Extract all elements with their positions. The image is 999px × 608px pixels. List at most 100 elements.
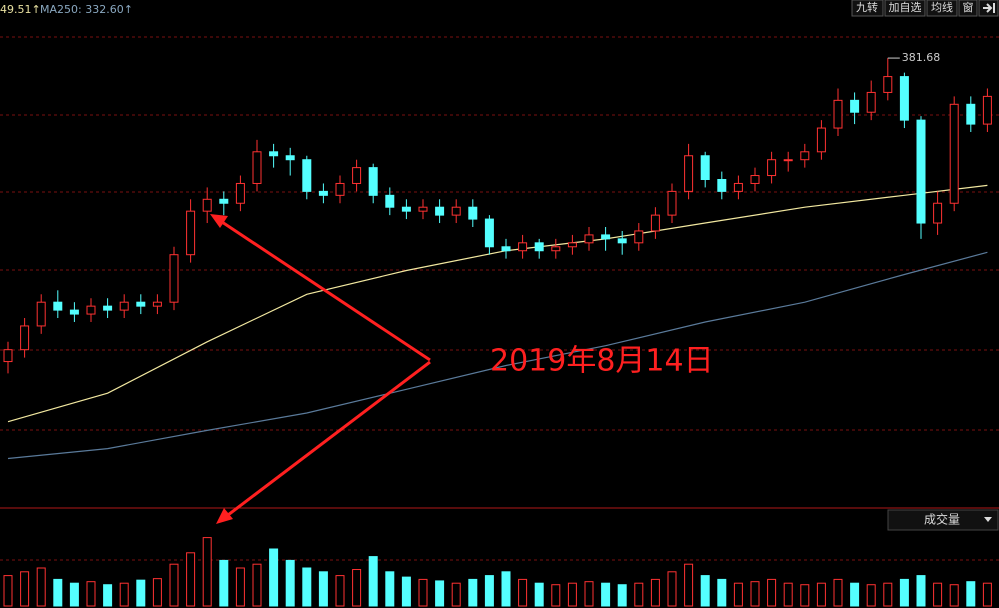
candle-body bbox=[883, 76, 893, 93]
candle-body bbox=[916, 119, 926, 224]
candle-body bbox=[269, 151, 279, 157]
candle-body bbox=[534, 242, 544, 252]
button[interactable] bbox=[958, 0, 978, 17]
volume-bar bbox=[733, 582, 743, 607]
button-label[interactable]: 九转 bbox=[856, 0, 878, 14]
volume-bar bbox=[634, 582, 644, 607]
candle-body bbox=[435, 206, 445, 216]
volume-bar bbox=[86, 581, 96, 607]
button-label[interactable]: 均线 bbox=[931, 0, 953, 14]
candle-body bbox=[899, 76, 909, 121]
volume-bar bbox=[850, 582, 860, 607]
volume-bar bbox=[152, 578, 162, 607]
candle-body bbox=[933, 202, 943, 224]
button[interactable] bbox=[851, 0, 884, 17]
volume-bar bbox=[53, 578, 63, 607]
volume-bar bbox=[584, 581, 594, 607]
button-label[interactable]: 加自选 bbox=[889, 1, 922, 14]
volume-bar bbox=[949, 584, 959, 607]
button[interactable] bbox=[926, 0, 958, 17]
candle-body bbox=[285, 155, 295, 161]
candle-body bbox=[634, 230, 644, 244]
candle-body bbox=[717, 179, 727, 192]
candle-body bbox=[368, 167, 378, 196]
button[interactable] bbox=[884, 0, 926, 17]
volume-selector[interactable] bbox=[887, 509, 999, 531]
volume-bar bbox=[800, 584, 810, 607]
candle-body bbox=[20, 325, 30, 351]
arrow bbox=[227, 360, 431, 517]
button-label[interactable]: 窗 bbox=[963, 0, 974, 14]
volume-bar bbox=[501, 571, 511, 607]
volume-bar bbox=[252, 563, 262, 607]
volume-bar bbox=[833, 578, 843, 607]
peak-label: 381.68 bbox=[902, 51, 941, 64]
candle-body bbox=[966, 103, 976, 125]
candle-body bbox=[136, 301, 146, 307]
ma250-readout: MA250: 332.60↑ bbox=[40, 3, 133, 16]
volume-bar bbox=[966, 581, 976, 607]
candle-body bbox=[186, 210, 196, 256]
candle-body bbox=[302, 159, 312, 192]
volume-bar bbox=[650, 578, 660, 607]
volume-bar bbox=[816, 582, 826, 607]
candle-body bbox=[335, 182, 345, 196]
candle-body bbox=[667, 190, 677, 216]
volume-bar bbox=[202, 537, 212, 607]
candle-body bbox=[700, 155, 710, 181]
volume-bar bbox=[601, 582, 611, 607]
arrow-head bbox=[216, 508, 233, 524]
candle-body bbox=[169, 254, 179, 303]
candle-body bbox=[119, 301, 129, 311]
volume-label[interactable]: 成交量 bbox=[924, 512, 960, 527]
volume-bar bbox=[451, 582, 461, 607]
dropdown-icon[interactable] bbox=[984, 517, 992, 522]
volume-bar bbox=[700, 575, 710, 607]
volume-bar bbox=[899, 578, 909, 607]
candle-body bbox=[352, 167, 362, 184]
candle-body bbox=[501, 246, 511, 252]
volume-bar bbox=[684, 563, 694, 607]
arrow-head bbox=[210, 214, 228, 228]
volume-bar bbox=[385, 571, 395, 607]
candle-body bbox=[567, 242, 577, 248]
candle-body bbox=[202, 198, 212, 212]
volume-bar bbox=[285, 559, 295, 607]
candle-body bbox=[551, 246, 561, 252]
candle-body bbox=[684, 155, 694, 192]
candle-body bbox=[484, 218, 494, 248]
candle-body bbox=[767, 159, 777, 177]
volume-bar bbox=[36, 567, 46, 607]
candle-body bbox=[601, 234, 611, 240]
volume-bar bbox=[866, 584, 876, 607]
annotation: 2019年8月14日 bbox=[490, 344, 714, 379]
candle-body bbox=[468, 206, 478, 220]
candle-body bbox=[318, 190, 328, 196]
volume-bar bbox=[435, 580, 445, 607]
volume-bar bbox=[20, 571, 30, 607]
exit-icon[interactable] bbox=[983, 3, 995, 13]
candle-body bbox=[617, 238, 627, 244]
volume-bar bbox=[717, 578, 727, 607]
candle-body bbox=[750, 175, 760, 184]
ma-line bbox=[7, 251, 988, 460]
ma-readout: 49.51↑ bbox=[0, 3, 41, 16]
candle-body bbox=[69, 309, 79, 315]
volume-bar bbox=[534, 582, 544, 607]
volume-bar bbox=[3, 575, 13, 607]
candle-body bbox=[3, 349, 13, 363]
candle-body bbox=[252, 151, 262, 184]
volume-bar bbox=[783, 582, 793, 607]
volume-bar bbox=[667, 571, 677, 607]
volume-bar bbox=[982, 582, 992, 607]
volume-bar bbox=[933, 582, 943, 607]
candle-body bbox=[401, 206, 411, 212]
candle-body bbox=[733, 182, 743, 192]
volume-bar bbox=[318, 571, 328, 607]
candle-body bbox=[53, 301, 63, 311]
candle-body bbox=[152, 301, 162, 307]
volume-bar bbox=[368, 556, 378, 607]
candle-body bbox=[418, 206, 428, 212]
arrow bbox=[221, 220, 431, 362]
